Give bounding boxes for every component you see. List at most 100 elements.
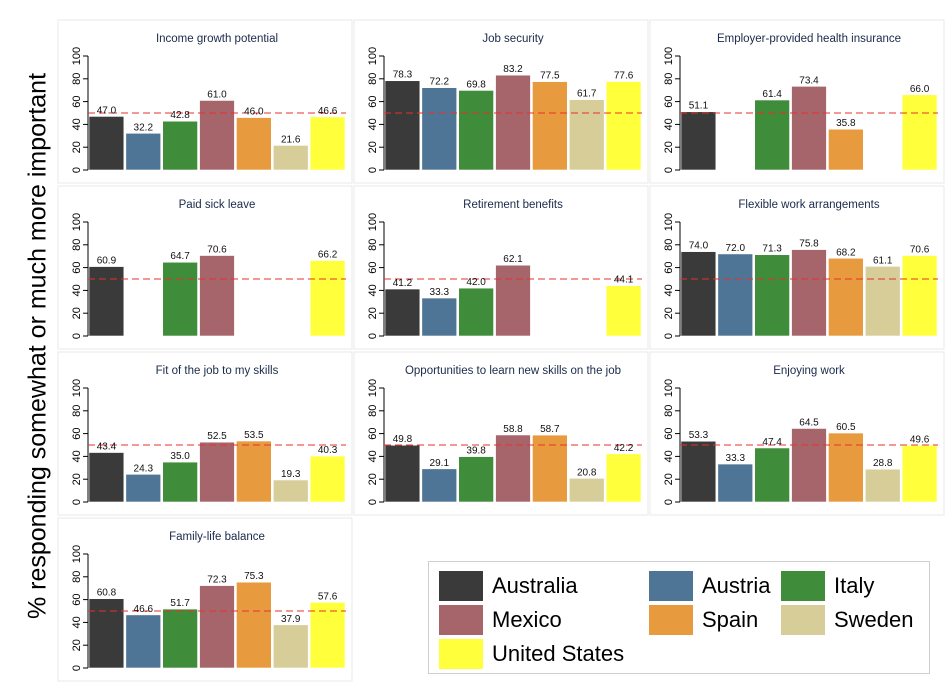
bar-australia: [88, 266, 125, 337]
data-label: 64.7: [170, 251, 190, 262]
data-label: 49.8: [393, 434, 413, 445]
bar-italy: [754, 99, 790, 171]
data-label: 42.0: [466, 277, 486, 288]
bar-australia: [384, 80, 421, 171]
y-tick-label: 100: [71, 47, 83, 65]
y-tick-label: 100: [663, 379, 675, 397]
y-tick-label: 60: [71, 261, 83, 273]
data-label: 78.3: [393, 70, 413, 81]
legend-label: Mexico: [492, 607, 562, 632]
data-label: 53.5: [244, 430, 264, 441]
bar-united-states: [309, 455, 346, 503]
bar-spain: [532, 81, 568, 171]
bar-sweden: [568, 99, 605, 171]
data-label: 21.6: [281, 134, 301, 145]
y-tick-label: 40: [663, 118, 675, 130]
y-tick-label: 100: [367, 379, 379, 397]
data-label: 29.1: [430, 458, 450, 469]
data-label: 42.8: [170, 110, 190, 121]
bar-spain: [236, 117, 272, 171]
bar-italy: [458, 90, 494, 171]
y-tick-label: 20: [367, 141, 379, 153]
data-label: 35.0: [170, 451, 190, 462]
y-tick-label: 80: [663, 405, 675, 417]
data-label: 68.2: [836, 247, 856, 258]
bar-austria: [717, 253, 754, 337]
data-label: 47.0: [97, 105, 117, 116]
y-tick-label: 0: [71, 499, 83, 505]
y-tick-label: 80: [367, 73, 379, 85]
legend-swatch: [649, 605, 693, 635]
data-label: 51.1: [689, 101, 709, 112]
bar-united-states: [901, 94, 938, 171]
legend-label: Italy: [834, 573, 875, 598]
data-label: 57.6: [318, 591, 338, 602]
data-label: 46.6: [318, 106, 338, 117]
data-label: 42.2: [614, 443, 634, 454]
bar-australia: [384, 444, 421, 503]
bar-sweden: [568, 477, 605, 503]
data-label: 58.7: [540, 424, 560, 435]
bar-united-states: [605, 81, 642, 171]
data-label: 51.7: [170, 598, 190, 609]
data-label: 60.8: [97, 588, 117, 599]
data-label: 61.7: [577, 89, 597, 100]
bar-sweden: [864, 266, 901, 337]
data-label: 77.6: [614, 71, 634, 82]
bar-australia: [88, 452, 125, 503]
y-tick-label: 80: [367, 405, 379, 417]
y-tick-label: 60: [367, 261, 379, 273]
y-tick-label: 20: [367, 307, 379, 319]
y-tick-label: 0: [71, 333, 83, 339]
y-tick-label: 60: [663, 427, 675, 439]
data-label: 75.8: [799, 239, 819, 250]
panel-title: Enjoying work: [773, 365, 845, 377]
data-label: 66.0: [910, 84, 930, 95]
y-tick-label: 40: [71, 118, 83, 130]
y-tick-label: 60: [663, 95, 675, 107]
y-tick-label: 20: [71, 307, 83, 319]
y-tick-label: 40: [71, 616, 83, 628]
bar-mexico: [199, 585, 235, 669]
data-label: 52.5: [207, 431, 227, 442]
legend-swatch: [781, 571, 825, 601]
bar-mexico: [791, 249, 827, 337]
y-tick-label: 100: [71, 213, 83, 231]
legend-label: Austria: [702, 573, 771, 598]
y-tick-label: 80: [71, 405, 83, 417]
bar-australia: [88, 116, 125, 171]
y-tick-label: 100: [367, 47, 379, 65]
bar-spain: [532, 434, 568, 503]
bar-mexico: [791, 86, 827, 171]
bar-italy: [162, 608, 198, 669]
data-label: 20.8: [577, 467, 597, 478]
bar-united-states: [605, 453, 642, 503]
bar-spain: [828, 257, 864, 337]
bar-united-states: [309, 260, 346, 337]
bar-italy: [458, 287, 494, 337]
y-tick-label: 0: [71, 167, 83, 173]
data-label: 53.3: [689, 430, 709, 441]
data-label: 72.0: [726, 243, 746, 254]
y-tick-label: 80: [71, 73, 83, 85]
bar-italy: [162, 261, 198, 337]
y-tick-label: 80: [663, 239, 675, 251]
y-tick-label: 60: [663, 261, 675, 273]
panel-title: Family-life balance: [169, 531, 265, 543]
bar-spain: [236, 440, 272, 503]
y-tick-label: 0: [663, 333, 675, 339]
y-tick-label: 0: [367, 167, 379, 173]
data-label: 35.8: [836, 118, 856, 129]
panel-title: Paid sick leave: [179, 199, 256, 211]
y-tick-label: 0: [663, 499, 675, 505]
data-label: 73.4: [799, 75, 819, 86]
data-label: 41.2: [393, 278, 413, 289]
legend-swatch: [439, 605, 483, 635]
bar-italy: [754, 447, 790, 503]
bar-spain: [236, 581, 272, 669]
panel-title: Flexible work arrangements: [738, 199, 880, 211]
bar-mexico: [495, 434, 531, 503]
y-tick-label: 0: [367, 333, 379, 339]
data-label: 72.2: [430, 77, 450, 88]
